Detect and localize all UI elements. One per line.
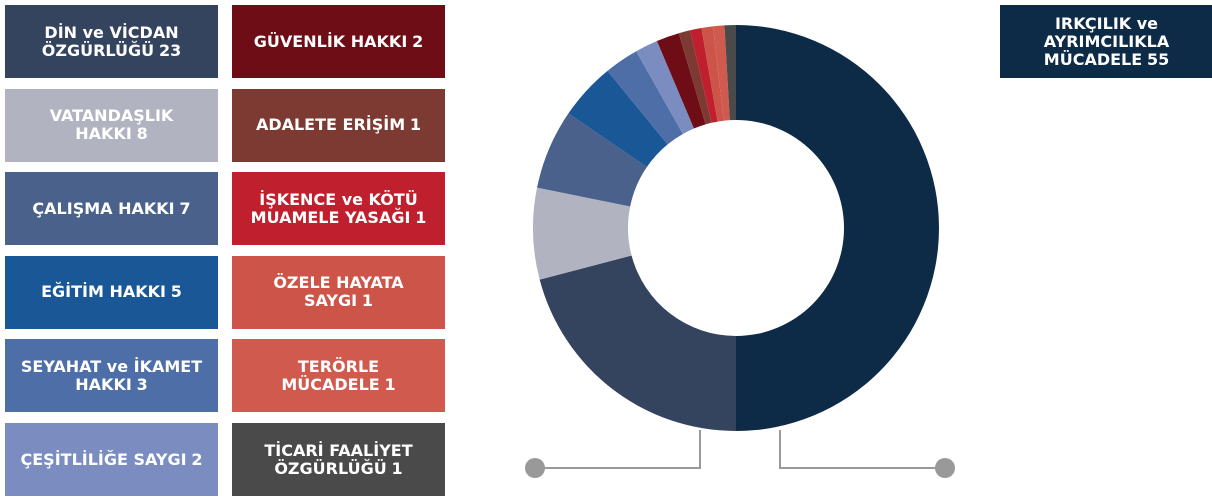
slice <box>736 25 939 431</box>
legend-value: 5 <box>170 282 182 302</box>
legend-box: TİCARİ FAALİYET ÖZGÜRLÜĞÜ 1 <box>232 423 445 496</box>
legend-text: GÜVENLİK HAKKI 2 <box>253 31 424 51</box>
legend-label: ÇEŞİTLİLİĞE SAYGI <box>20 449 187 469</box>
legend-value: 1 <box>384 374 396 394</box>
legend-value: 2 <box>412 31 424 51</box>
slice <box>568 70 668 168</box>
legend-value: 8 <box>136 124 148 144</box>
slice <box>701 26 724 122</box>
legend-box: VATANDAŞLIK HAKKI 8 <box>5 88 218 162</box>
legend-text: DİN ve VİCDAN ÖZGÜRLÜĞÜ 23 <box>15 22 208 60</box>
legend-box: ÇALIŞMA HAKKI 7 <box>5 172 218 246</box>
decoration <box>535 430 945 469</box>
legend-text: İŞKENCE ve KÖTÜ MUAMELE YASAĞI 1 <box>242 189 435 227</box>
legend-label: GÜVENLİK HAKKI <box>253 31 408 51</box>
legend-label: TİCARİ FAALİYET ÖZGÜRLÜĞÜ <box>264 440 413 478</box>
legend-value: 1 <box>415 207 427 227</box>
legend-box: GÜVENLİK HAKKI 2 <box>232 5 445 78</box>
legend-text: ÇALIŞMA HAKKI 7 <box>32 198 191 218</box>
legend-label: İŞKENCE ve KÖTÜ MUAMELE YASAĞI <box>250 189 418 227</box>
legend-value: 1 <box>391 458 403 478</box>
slice <box>539 255 736 431</box>
legend-box: IRKÇILIK ve AYRIMCILIKLA MÜCADELE 55 <box>1000 5 1212 78</box>
legend-text: ÖZELE HAYATA SAYGI 1 <box>242 274 435 310</box>
legend-label: ÖZELE HAYATA SAYGI <box>273 273 404 311</box>
legend-box: ÇEŞİTLİLİĞE SAYGI 2 <box>5 423 218 496</box>
legend-label: SEYAHAT ve İKAMET HAKKI <box>20 356 203 394</box>
legend-value: 3 <box>136 374 148 394</box>
legend-text: SEYAHAT ve İKAMET HAKKI 3 <box>15 356 208 394</box>
legend-label: ADALETE ERİŞİM <box>255 115 406 135</box>
legend-text: TİCARİ FAALİYET ÖZGÜRLÜĞÜ 1 <box>242 440 435 478</box>
legend-text: ADALETE ERİŞİM 1 <box>256 116 421 134</box>
legend-text: IRKÇILIK ve AYRIMCILIKLA MÜCADELE 55 <box>1010 13 1203 69</box>
legend-value: 2 <box>191 449 203 469</box>
legend-label: TERÖRLE MÜCADELE <box>281 356 380 394</box>
slice <box>724 25 736 121</box>
legend-text: ÇEŞİTLİLİĞE SAYGI 2 <box>20 449 203 469</box>
legend-box: ÖZELE HAYATA SAYGI 1 <box>232 255 445 329</box>
connector-line <box>535 430 701 469</box>
legend-text: VATANDAŞLIK HAKKI 8 <box>15 107 208 143</box>
legend-label: EĞİTİM HAKKI <box>41 282 166 302</box>
legend-box: DİN ve VİCDAN ÖZGÜRLÜĞÜ 23 <box>5 5 218 78</box>
legend-value: 1 <box>361 291 373 311</box>
slice <box>607 51 683 145</box>
legend-label: DİN ve VİCDAN ÖZGÜRLÜĞÜ <box>41 22 179 60</box>
legend-value: 7 <box>179 198 191 218</box>
legend-box: TERÖRLE MÜCADELE 1 <box>232 339 445 413</box>
legend-box: EĞİTİM HAKKI 5 <box>5 255 218 329</box>
connector-line <box>779 430 945 469</box>
slice <box>678 30 712 125</box>
legend-text: EĞİTİM HAKKI 5 <box>41 283 182 301</box>
legend-value: 55 <box>1146 49 1170 69</box>
legend-value: 1 <box>409 115 422 135</box>
slice <box>537 113 647 207</box>
slice <box>656 33 706 129</box>
legend-label: IRKÇILIK ve AYRIMCILIKLA MÜCADELE <box>1043 13 1170 69</box>
slice <box>712 25 730 121</box>
connector-dot <box>935 458 955 478</box>
slice <box>636 41 694 134</box>
legend-label: VATANDAŞLIK HAKKI <box>49 106 174 144</box>
legend-label: ÇALIŞMA HAKKI <box>32 198 175 218</box>
slice <box>533 187 632 280</box>
legend-box: SEYAHAT ve İKAMET HAKKI 3 <box>5 339 218 413</box>
legend-box: İŞKENCE ve KÖTÜ MUAMELE YASAĞI 1 <box>232 172 445 246</box>
legend-text: TERÖRLE MÜCADELE 1 <box>242 356 435 394</box>
slice <box>690 27 718 123</box>
connector-dot <box>525 458 545 478</box>
legend-value: 23 <box>158 40 182 60</box>
legend-box: ADALETE ERİŞİM 1 <box>232 88 445 162</box>
